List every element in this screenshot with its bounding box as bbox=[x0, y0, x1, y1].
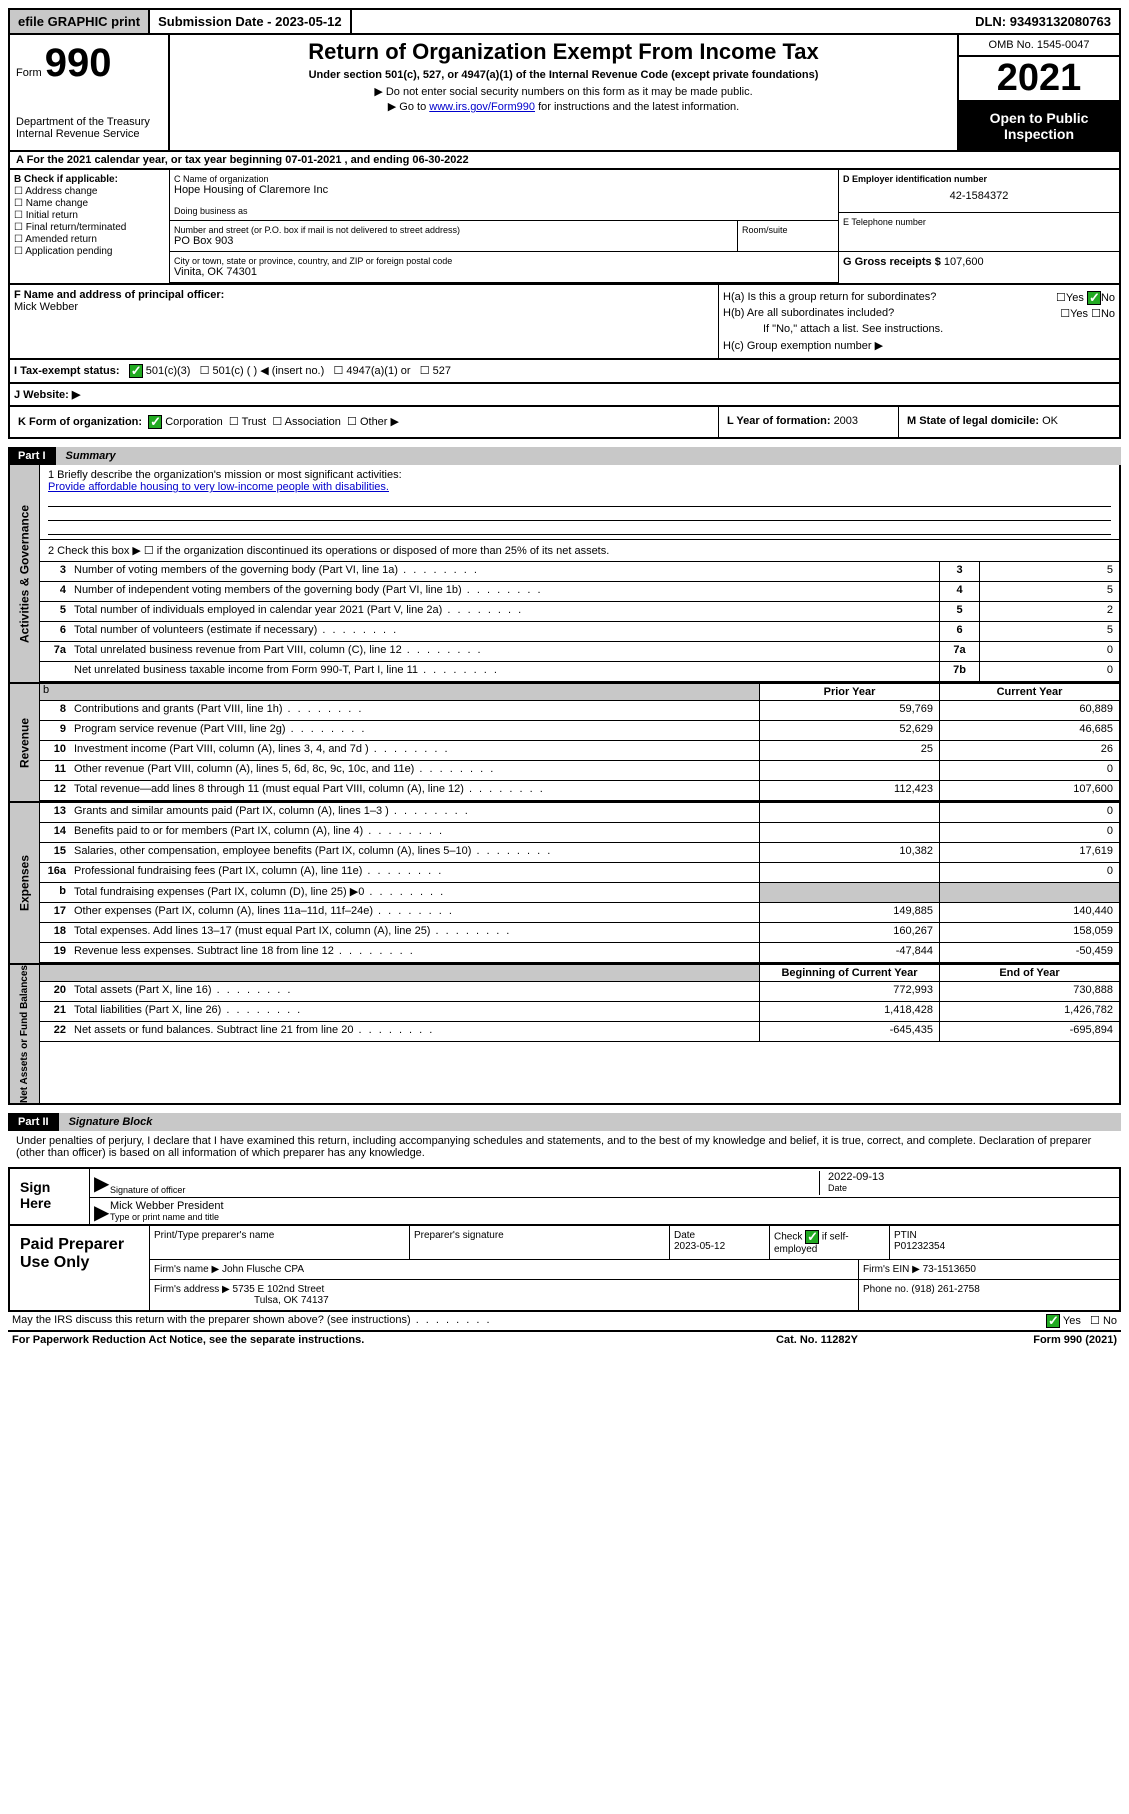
check-corporation[interactable] bbox=[148, 415, 162, 429]
check-no-group[interactable] bbox=[1087, 291, 1101, 305]
summary-line: 22Net assets or fund balances. Subtract … bbox=[40, 1022, 1119, 1042]
discuss-row: May the IRS discuss this return with the… bbox=[8, 1312, 1121, 1332]
check-address-change[interactable]: ☐ Address change bbox=[14, 186, 165, 197]
summary-line: 6Total number of volunteers (estimate if… bbox=[40, 622, 1119, 642]
summary-line: 17Other expenses (Part IX, column (A), l… bbox=[40, 903, 1119, 923]
summary-line: bTotal fundraising expenses (Part IX, co… bbox=[40, 883, 1119, 903]
box-d: D Employer identification number 42-1584… bbox=[839, 170, 1119, 283]
irs-link[interactable]: www.irs.gov/Form990 bbox=[429, 101, 535, 113]
goto-line: ▶ Go to www.irs.gov/Form990 for instruct… bbox=[180, 100, 947, 113]
box-b: B Check if applicable: ☐ Address change … bbox=[10, 170, 170, 283]
governance-section: Activities & Governance 1 Briefly descri… bbox=[8, 465, 1121, 684]
ssn-notice: ▶ Do not enter social security numbers o… bbox=[180, 85, 947, 98]
check-initial-return[interactable]: ☐ Initial return bbox=[14, 210, 165, 221]
expenses-section: Expenses 13Grants and similar amounts pa… bbox=[8, 803, 1121, 965]
summary-line: 18Total expenses. Add lines 13–17 (must … bbox=[40, 923, 1119, 943]
summary-line: 7aTotal unrelated business revenue from … bbox=[40, 642, 1119, 662]
summary-line: 16aProfessional fundraising fees (Part I… bbox=[40, 863, 1119, 883]
mission-text: Provide affordable housing to very low-i… bbox=[48, 481, 1111, 493]
check-discuss-yes[interactable] bbox=[1046, 1314, 1060, 1328]
summary-line: 13Grants and similar amounts paid (Part … bbox=[40, 803, 1119, 823]
summary-line: 20Total assets (Part X, line 16)772,9937… bbox=[40, 982, 1119, 1002]
info-grid: B Check if applicable: ☐ Address change … bbox=[8, 170, 1121, 285]
org-city: Vinita, OK 74301 bbox=[174, 266, 834, 278]
summary-line: 5Total number of individuals employed in… bbox=[40, 602, 1119, 622]
org-name: Hope Housing of Claremore Inc bbox=[174, 184, 834, 196]
summary-line: Net unrelated business taxable income fr… bbox=[40, 662, 1119, 682]
signature-intro: Under penalties of perjury, I declare th… bbox=[8, 1131, 1121, 1163]
part-ii-header: Part II Signature Block bbox=[8, 1113, 1121, 1131]
summary-line: 19Revenue less expenses. Subtract line 1… bbox=[40, 943, 1119, 963]
omb-number: OMB No. 1545-0047 bbox=[959, 35, 1119, 57]
summary-line: 15Salaries, other compensation, employee… bbox=[40, 843, 1119, 863]
check-amended[interactable]: ☐ Amended return bbox=[14, 234, 165, 245]
dept-treasury: Department of the Treasury Internal Reve… bbox=[16, 116, 162, 140]
summary-line: 4Number of independent voting members of… bbox=[40, 582, 1119, 602]
summary-line: 9Program service revenue (Part VIII, lin… bbox=[40, 721, 1119, 741]
header-right: OMB No. 1545-0047 2021 Open to Public In… bbox=[959, 35, 1119, 150]
check-self-employed[interactable] bbox=[805, 1230, 819, 1244]
arrow-icon: ▶ bbox=[94, 1171, 109, 1196]
summary-line: 14Benefits paid to or for members (Part … bbox=[40, 823, 1119, 843]
org-address: PO Box 903 bbox=[174, 235, 733, 247]
form-subtitle: Under section 501(c), 527, or 4947(a)(1)… bbox=[180, 69, 947, 81]
check-final-return[interactable]: ☐ Final return/terminated bbox=[14, 222, 165, 233]
form-number-block: Form 990 Department of the Treasury Inte… bbox=[10, 35, 170, 150]
form-title: Return of Organization Exempt From Incom… bbox=[180, 39, 947, 65]
form-990-number: 990 bbox=[45, 41, 112, 85]
net-assets-section: Net Assets or Fund Balances Beginning of… bbox=[8, 965, 1121, 1105]
summary-line: 3Number of voting members of the governi… bbox=[40, 562, 1119, 582]
footer-line: For Paperwork Reduction Act Notice, see … bbox=[8, 1332, 1121, 1348]
box-c: C Name of organization Hope Housing of C… bbox=[170, 170, 839, 283]
check-name-change[interactable]: ☐ Name change bbox=[14, 198, 165, 209]
tax-year: 2021 bbox=[959, 57, 1119, 102]
open-public: Open to Public Inspection bbox=[959, 102, 1119, 150]
summary-line: 12Total revenue—add lines 8 through 11 (… bbox=[40, 781, 1119, 801]
sign-here-block: Sign Here ▶ Signature of officer 2022-09… bbox=[8, 1167, 1121, 1226]
check-app-pending[interactable]: ☐ Application pending bbox=[14, 246, 165, 257]
paid-preparer-block: Paid Preparer Use Only Print/Type prepar… bbox=[8, 1226, 1121, 1312]
officer-name: Mick Webber bbox=[14, 301, 714, 313]
summary-line: 11Other revenue (Part VIII, column (A), … bbox=[40, 761, 1119, 781]
form-header: Form 990 Department of the Treasury Inte… bbox=[8, 35, 1121, 152]
klm-row: K Form of organization: Corporation ☐ Tr… bbox=[8, 407, 1121, 439]
tax-status-row: I Tax-exempt status: 501(c)(3) ☐ 501(c) … bbox=[8, 360, 1121, 384]
summary-line: 10Investment income (Part VIII, column (… bbox=[40, 741, 1119, 761]
revenue-section: Revenue b Prior Year Current Year 8Contr… bbox=[8, 684, 1121, 803]
summary-line: 8Contributions and grants (Part VIII, li… bbox=[40, 701, 1119, 721]
part-i-header: Part I Summary bbox=[8, 447, 1121, 465]
check-501c3[interactable] bbox=[129, 364, 143, 378]
arrow-icon: ▶ bbox=[94, 1200, 109, 1225]
website-row: J Website: ▶ bbox=[8, 384, 1121, 407]
efile-label[interactable]: efile GRAPHIC print bbox=[10, 10, 150, 33]
fgh-row: F Name and address of principal officer:… bbox=[8, 285, 1121, 360]
top-bar: efile GRAPHIC print Submission Date - 20… bbox=[8, 8, 1121, 35]
title-block: Return of Organization Exempt From Incom… bbox=[170, 35, 959, 150]
dln: DLN: 93493132080763 bbox=[967, 10, 1119, 33]
gross-receipts: 107,600 bbox=[944, 256, 984, 268]
summary-line: 21Total liabilities (Part X, line 26)1,4… bbox=[40, 1002, 1119, 1022]
tax-period: A For the 2021 calendar year, or tax yea… bbox=[8, 152, 1121, 170]
ein: 42-1584372 bbox=[843, 184, 1115, 208]
submission-date: Submission Date - 2023-05-12 bbox=[150, 10, 352, 33]
